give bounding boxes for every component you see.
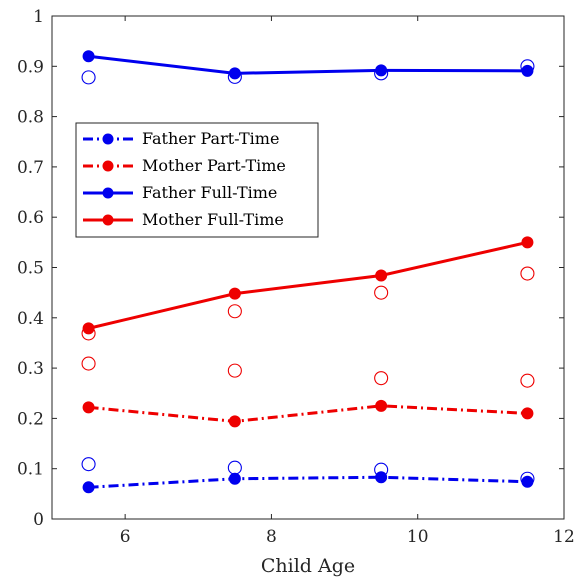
legend-label: Father Full-Time [142, 183, 277, 202]
open-marker [520, 266, 535, 281]
plot-background [52, 16, 564, 519]
x-tick-label: 10 [407, 527, 429, 547]
data-point [521, 64, 534, 77]
legend-label: Mother Part-Time [142, 156, 286, 175]
y-tick-label: 1 [33, 7, 44, 27]
y-tick-label: 0 [33, 510, 44, 530]
legend-label: Father Part-Time [142, 129, 279, 148]
data-point [82, 322, 95, 335]
series-mother-part-time [81, 356, 535, 428]
legend-marker [102, 187, 114, 199]
series-line [88, 404, 528, 423]
open-marker [81, 70, 96, 85]
series-line [88, 240, 528, 330]
open-marker [81, 457, 96, 472]
legend-marker [102, 214, 114, 226]
series-line [88, 54, 528, 75]
x-tick-label: 6 [120, 527, 131, 547]
open-marker [520, 373, 535, 388]
data-point [375, 269, 388, 282]
data-point [82, 50, 95, 63]
data-point [228, 287, 241, 300]
series-father-full-time [81, 50, 535, 85]
series-layer [81, 50, 535, 494]
y-tick-label: 0.4 [17, 309, 44, 329]
data-point [375, 471, 388, 484]
y-tick-label: 0.9 [17, 57, 44, 77]
x-axis-label: Child Age [261, 555, 355, 577]
data-point [521, 236, 534, 249]
y-tick-label: 0.5 [17, 259, 44, 279]
legend-marker [102, 160, 114, 172]
legend-marker [102, 133, 114, 145]
y-tick-label: 0.1 [17, 460, 44, 480]
data-point [375, 64, 388, 77]
data-point [228, 472, 241, 485]
open-marker [227, 363, 242, 378]
data-point [521, 407, 534, 420]
open-marker [374, 285, 389, 300]
legend-label: Mother Full-Time [142, 210, 284, 229]
x-tick-label: 12 [553, 527, 575, 547]
data-point [228, 415, 241, 428]
data-point [82, 401, 95, 414]
open-marker [227, 304, 242, 319]
legend: Father Part-Time Mother Part-Time Father F… [75, 122, 319, 238]
series-mother-full-time [81, 236, 535, 341]
data-point [375, 399, 388, 412]
data-point [521, 475, 534, 488]
open-marker [374, 371, 389, 386]
legend-box [75, 122, 319, 238]
series-father-part-time [81, 457, 535, 494]
y-tick-label: 0.7 [17, 158, 44, 178]
data-point [228, 67, 241, 80]
data-point [82, 481, 95, 494]
y-tick-label: 0.8 [17, 108, 44, 128]
y-tick-label: 0.3 [17, 359, 44, 379]
ticks-layer: 0 0.1 0.2 0.3 0.4 0.5 0.6 0.7 0.8 0.9 1 6 8 10 12 [17, 7, 575, 547]
open-marker [81, 356, 96, 371]
series-line [88, 475, 528, 489]
x-tick-label: 8 [266, 527, 277, 547]
y-tick-label: 0.2 [17, 409, 44, 429]
y-tick-label: 0.6 [17, 208, 44, 228]
